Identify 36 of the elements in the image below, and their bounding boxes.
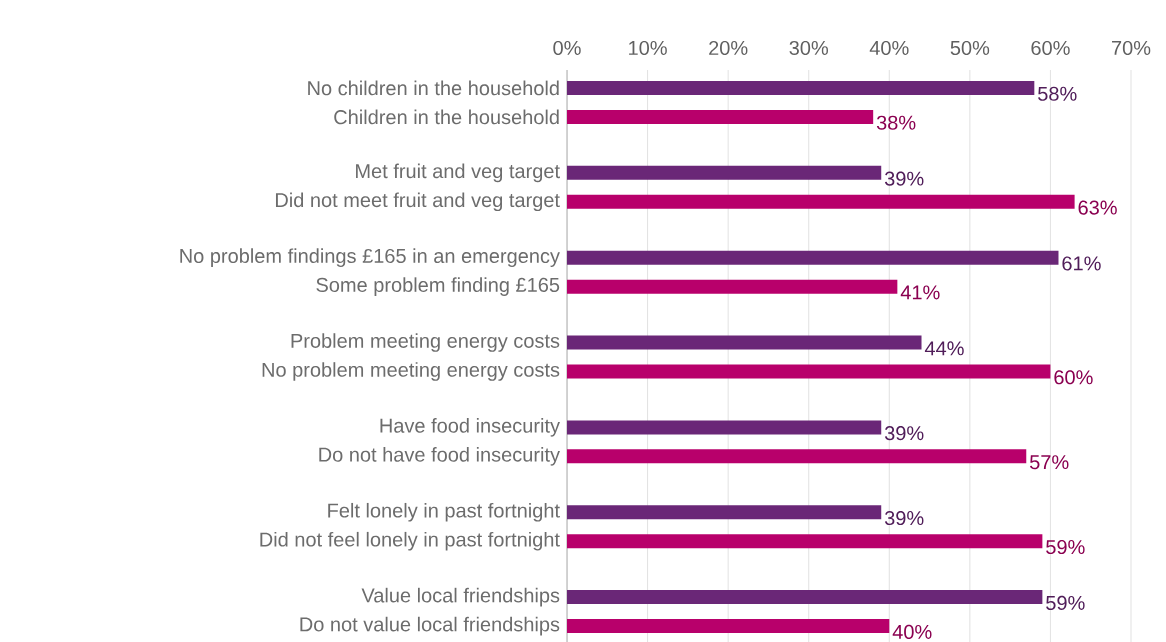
data-label: 44% (924, 341, 964, 356)
y-tick-label: Met fruit and veg target (356, 163, 560, 183)
y-tick-label: Felt lonely in past fortnight (328, 502, 560, 522)
y-tick-label: Did not meet fruit and veg target (275, 192, 560, 212)
data-label: 63% (1078, 200, 1117, 215)
y-tick-label: Do not have food insecurity (319, 447, 560, 466)
data-label: 57% (1029, 455, 1069, 470)
y-tick-label: Problem meeting energy costs (291, 333, 560, 352)
data-label: 58% (1038, 86, 1077, 101)
data-label: 39% (884, 510, 924, 526)
data-label: 61% (1062, 256, 1101, 271)
data-label: 60% (1054, 370, 1093, 385)
y-tick-label: Some problem finding £165 (316, 277, 560, 296)
y-tick-label: Children in the household (334, 109, 559, 125)
x-tick-label: 70% (1112, 40, 1151, 56)
data-label: 39% (884, 171, 924, 186)
data-label: 41% (900, 285, 940, 300)
x-tick-label: 30% (789, 40, 829, 56)
y-tick-label: No problem findings £165 in an emergency (180, 248, 560, 267)
y-tick-label: No problem meeting energy costs (262, 362, 560, 381)
x-tick-label: 60% (1031, 40, 1070, 56)
y-tick-label: Have food insecurity (380, 418, 560, 437)
data-label: 59% (1046, 539, 1085, 555)
data-label: 38% (876, 115, 916, 130)
y-tick-label: No children in the household (308, 80, 559, 96)
x-tick-label: 50% (950, 40, 990, 56)
y-tick-label: Value local friendships (361, 587, 560, 607)
y-tick-label: Do not value local friendships (300, 616, 560, 636)
x-tick-label: 0% (553, 40, 581, 56)
x-tick-label: 40% (869, 40, 909, 56)
x-tick-label: 20% (709, 40, 748, 56)
x-tick-label: 10% (629, 40, 667, 56)
data-label: 39% (884, 426, 924, 441)
y-tick-label: Did not feel lonely in past fortnight (260, 531, 560, 551)
data-label: 40% (892, 624, 932, 639)
data-label: 59% (1046, 595, 1085, 610)
